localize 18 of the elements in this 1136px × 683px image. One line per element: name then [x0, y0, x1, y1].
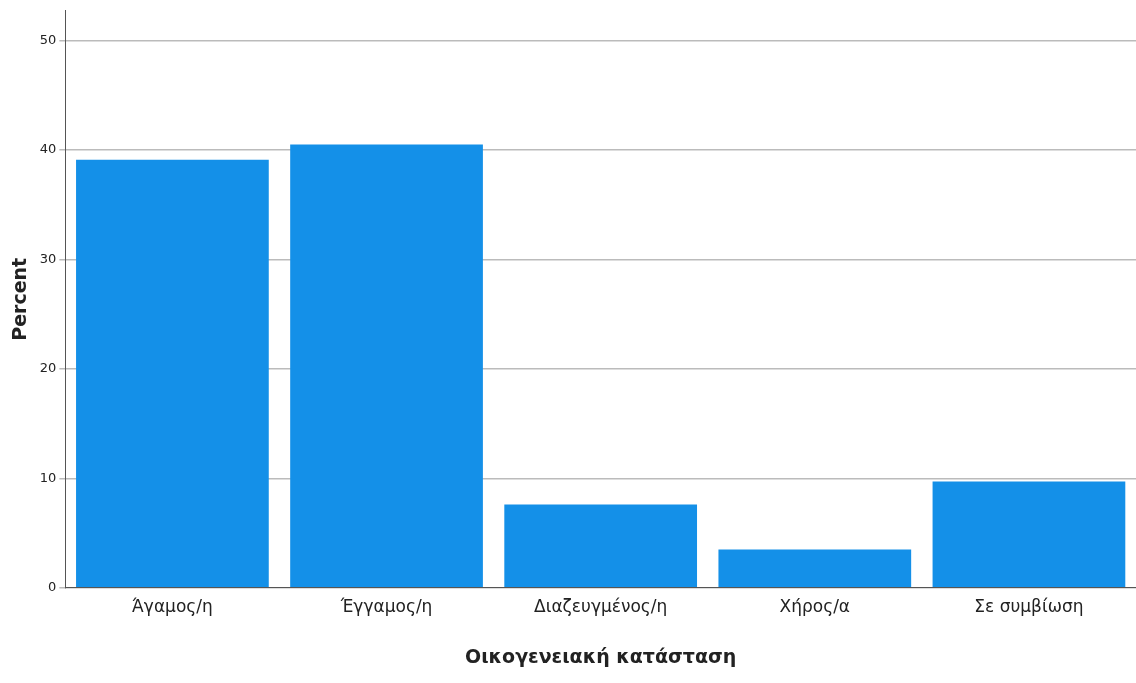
y-tick-label: 20	[39, 360, 57, 376]
x-tick-label: Χήρος/α	[779, 596, 851, 617]
x-axis-title: Οικογενειακή κατάσταση	[465, 644, 737, 667]
y-tick-label: 50	[39, 31, 57, 47]
bar	[290, 144, 483, 588]
x-tick-label: Σε συμβίωση	[974, 596, 1084, 617]
y-axis-title: Percent	[8, 257, 31, 341]
bar	[932, 481, 1126, 588]
y-tick-label: 40	[39, 141, 57, 157]
x-tick-label: Άγαμος/η	[132, 596, 213, 617]
bar	[718, 549, 912, 588]
bar	[76, 159, 269, 588]
x-tick-label: Έγγαμος/η	[339, 596, 433, 617]
y-tick-label: 0	[48, 579, 57, 595]
y-tick-label: 10	[39, 469, 57, 485]
bar	[504, 504, 698, 588]
y-tick-label: 30	[39, 250, 57, 266]
x-tick-label: Διαζευγμένος/η	[534, 596, 668, 617]
